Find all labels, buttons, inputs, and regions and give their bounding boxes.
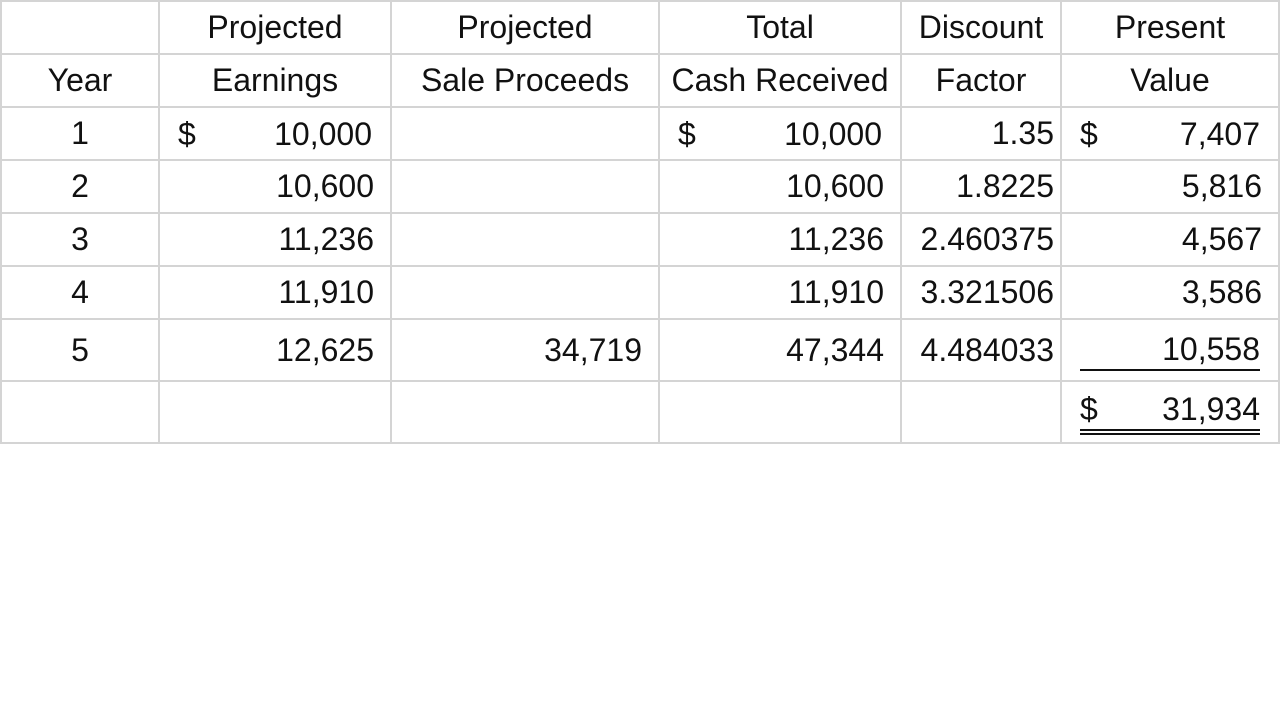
table-row: 4 11,910 11,910 3.321506 3,586 <box>0 265 1280 320</box>
spreadsheet-table: Projected Projected Total Discount Prese… <box>0 0 1280 444</box>
present-value-value: 10,558 <box>1162 331 1260 367</box>
sale-proceeds-cell[interactable]: 34,719 <box>390 318 660 382</box>
present-value-cell[interactable]: 4,567 <box>1060 212 1280 267</box>
total-row: $ 31,934 <box>0 380 1280 444</box>
header-cell-present-value-top[interactable]: Present <box>1060 0 1280 55</box>
header-cell-cash-received[interactable]: Cash Received <box>658 53 902 108</box>
discount-factor-cell[interactable]: 2.460375 <box>900 212 1062 267</box>
empty-cell[interactable] <box>658 380 902 444</box>
cash-received-cell[interactable]: 11,236 <box>658 212 902 267</box>
present-value-cell[interactable]: 3,586 <box>1060 265 1280 320</box>
table-row: 5 12,625 34,719 47,344 4.484033 10,558 <box>0 318 1280 382</box>
empty-cell[interactable] <box>390 380 660 444</box>
table-row: 1 $ 10,000 $ 10,000 1.35 $ 7,407 <box>0 106 1280 161</box>
cash-received-cell[interactable]: 10,600 <box>658 159 902 214</box>
header-cell-year[interactable]: Year <box>0 53 160 108</box>
sale-proceeds-cell[interactable] <box>390 159 660 214</box>
present-value-cell[interactable]: $ 7,407 <box>1060 106 1280 161</box>
sale-proceeds-cell[interactable] <box>390 212 660 267</box>
cash-received-cell[interactable]: 11,910 <box>658 265 902 320</box>
year-cell[interactable]: 3 <box>0 212 160 267</box>
cash-received-cell[interactable]: $ 10,000 <box>658 106 902 161</box>
cash-received-value: 10,000 <box>784 115 882 152</box>
present-value-cell[interactable]: 10,558 <box>1060 318 1280 382</box>
earnings-cell[interactable]: $ 10,000 <box>158 106 392 161</box>
earnings-cell[interactable]: 11,910 <box>158 265 392 320</box>
year-cell[interactable]: 5 <box>0 318 160 382</box>
cash-received-cell[interactable]: 47,344 <box>658 318 902 382</box>
year-cell[interactable]: 4 <box>0 265 160 320</box>
year-cell[interactable]: 1 <box>0 106 160 161</box>
currency-symbol: $ <box>1080 391 1098 427</box>
earnings-cell[interactable]: 11,236 <box>158 212 392 267</box>
sale-proceeds-cell[interactable] <box>390 265 660 320</box>
discount-factor-cell[interactable]: 3.321506 <box>900 265 1062 320</box>
currency-symbol: $ <box>678 115 696 152</box>
header-cell-discount-factor-top[interactable]: Discount <box>900 0 1062 55</box>
earnings-cell[interactable]: 10,600 <box>158 159 392 214</box>
discount-factor-cell[interactable]: 4.484033 <box>900 318 1062 382</box>
header-row-2: Year Earnings Sale Proceeds Cash Receive… <box>0 53 1280 108</box>
table-row: 3 11,236 11,236 2.460375 4,567 <box>0 212 1280 267</box>
currency-symbol: $ <box>1080 115 1098 152</box>
discount-factor-cell[interactable]: 1.8225 <box>900 159 1062 214</box>
header-cell-present-value[interactable]: Value <box>1060 53 1280 108</box>
empty-cell[interactable] <box>158 380 392 444</box>
header-cell-earnings[interactable]: Earnings <box>158 53 392 108</box>
table-row: 2 10,600 10,600 1.8225 5,816 <box>0 159 1280 214</box>
header-cell-cash-received-top[interactable]: Total <box>658 0 902 55</box>
header-cell-discount-factor[interactable]: Factor <box>900 53 1062 108</box>
present-value-cell[interactable]: 5,816 <box>1060 159 1280 214</box>
earnings-value: 10,000 <box>274 115 372 152</box>
total-present-value: 31,934 <box>1162 391 1260 427</box>
header-row-1: Projected Projected Total Discount Prese… <box>0 0 1280 55</box>
header-cell-sale-proceeds[interactable]: Sale Proceeds <box>390 53 660 108</box>
present-value-value: 7,407 <box>1179 115 1260 152</box>
total-present-value-cell[interactable]: $ 31,934 <box>1060 380 1280 444</box>
header-cell-earnings-top[interactable]: Projected <box>158 0 392 55</box>
discount-factor-cell[interactable]: 1.35 <box>900 106 1062 161</box>
sale-proceeds-cell[interactable] <box>390 106 660 161</box>
empty-cell[interactable] <box>900 380 1062 444</box>
earnings-cell[interactable]: 12,625 <box>158 318 392 382</box>
header-cell-sale-proceeds-top[interactable]: Projected <box>390 0 660 55</box>
empty-cell[interactable] <box>0 380 160 444</box>
year-cell[interactable]: 2 <box>0 159 160 214</box>
currency-symbol: $ <box>178 115 196 152</box>
header-cell[interactable] <box>0 0 160 55</box>
